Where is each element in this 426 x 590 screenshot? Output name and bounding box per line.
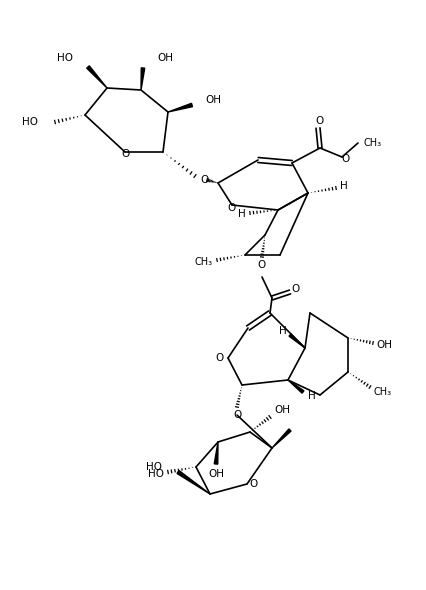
Text: HO: HO <box>148 469 164 479</box>
Text: O: O <box>292 284 300 294</box>
Text: HO: HO <box>22 117 38 127</box>
Text: OH: OH <box>208 469 224 479</box>
Text: H: H <box>279 326 287 336</box>
Polygon shape <box>272 429 291 448</box>
Text: O: O <box>200 175 208 185</box>
Text: O: O <box>216 353 224 363</box>
Text: O: O <box>250 479 258 489</box>
Text: CH₃: CH₃ <box>195 257 213 267</box>
Text: CH₃: CH₃ <box>363 138 381 148</box>
Polygon shape <box>168 103 193 112</box>
Polygon shape <box>177 471 210 494</box>
Text: H: H <box>238 209 246 219</box>
Text: CH₃: CH₃ <box>374 387 392 397</box>
Polygon shape <box>288 380 304 393</box>
Polygon shape <box>141 68 145 90</box>
Text: OH: OH <box>157 53 173 63</box>
Text: O: O <box>316 116 324 126</box>
Text: OH: OH <box>205 95 221 105</box>
Polygon shape <box>289 334 305 348</box>
Text: O: O <box>342 154 350 164</box>
Text: OH: OH <box>376 340 392 350</box>
Text: H: H <box>308 391 316 401</box>
Text: HO: HO <box>146 462 162 472</box>
Text: OH: OH <box>274 405 290 415</box>
Text: O: O <box>121 149 129 159</box>
Polygon shape <box>87 66 107 88</box>
Text: HO: HO <box>57 53 73 63</box>
Text: O: O <box>233 410 241 420</box>
Polygon shape <box>214 442 218 464</box>
Text: O: O <box>258 260 266 270</box>
Text: O: O <box>228 203 236 213</box>
Text: H: H <box>340 181 348 191</box>
